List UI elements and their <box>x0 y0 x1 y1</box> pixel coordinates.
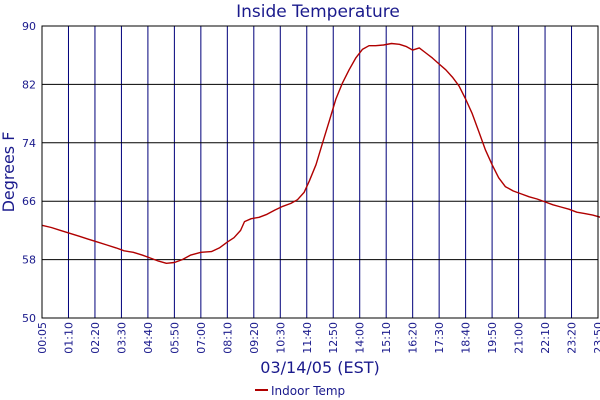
x-tick-label: 10:30 <box>274 322 287 354</box>
x-tick-label: 17:30 <box>433 322 446 354</box>
legend: Indoor Temp <box>255 384 345 398</box>
x-tick-label: 21:00 <box>513 322 526 354</box>
x-tick-label: 16:20 <box>407 322 420 354</box>
y-tick-label: 58 <box>22 254 36 267</box>
x-axis-label: 03/14/05 (EST) <box>260 358 379 377</box>
x-tick-label: 03:30 <box>115 322 128 354</box>
x-tick-label: 15:10 <box>380 322 393 354</box>
x-tick-label: 02:20 <box>89 322 102 354</box>
y-tick-label: 50 <box>22 312 36 325</box>
y-tick-labels: 50 58 66 74 82 90 <box>22 20 36 325</box>
y-tick-label: 66 <box>22 195 36 208</box>
grid <box>41 25 599 319</box>
x-tick-label: 07:00 <box>195 322 208 354</box>
series-line-indoor-temp <box>41 42 600 264</box>
x-tick-label: 22:10 <box>539 322 552 354</box>
x-tick-label: 01:10 <box>62 322 75 354</box>
legend-label: Indoor Temp <box>271 384 345 398</box>
x-tick-label: 23:50 <box>592 322 600 354</box>
y-tick-label: 74 <box>22 137 36 150</box>
plot-frame <box>41 25 599 319</box>
x-tick-label: 23:20 <box>566 322 579 354</box>
x-tick-label: 08:10 <box>221 322 234 354</box>
y-axis-label: Degrees F <box>0 132 18 213</box>
x-tick-label: 11:40 <box>301 322 314 354</box>
x-tick-label: 12:50 <box>327 322 340 354</box>
x-tick-label: 19:50 <box>486 322 499 354</box>
x-tick-label: 05:50 <box>168 322 181 354</box>
x-tick-label: 00:05 <box>36 322 49 354</box>
y-tick-label: 82 <box>22 78 36 91</box>
x-tick-label: 04:40 <box>142 322 155 354</box>
series-layer <box>41 42 600 264</box>
x-tick-labels: 00:05 01:10 02:20 03:30 04:40 05:50 07:00 08:10… <box>36 322 600 354</box>
x-tick-label: 09:20 <box>248 322 261 354</box>
y-tick-label: 90 <box>22 20 36 33</box>
x-tick-label: 18:40 <box>460 322 473 354</box>
chart-title: Inside Temperature <box>236 2 400 22</box>
x-tick-label: 14:00 <box>354 322 367 354</box>
